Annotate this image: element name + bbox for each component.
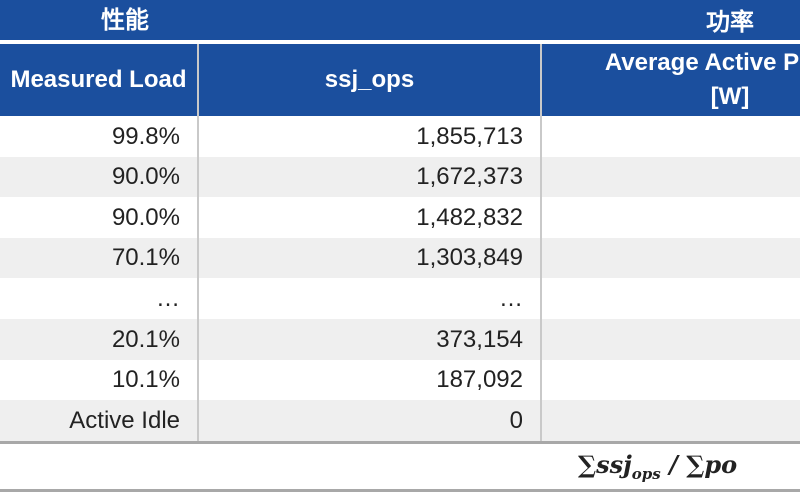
column-separator: [197, 44, 199, 441]
table-row: [0, 116, 800, 157]
column-separator: [540, 44, 542, 441]
formula-part: ∑: [686, 450, 705, 479]
formula-part: ops: [631, 464, 661, 483]
ssj-ops-cell: 1,855,713: [416, 122, 523, 150]
load-cell: 90.0%: [111, 203, 180, 231]
formula-part: ssj: [596, 450, 632, 479]
group-header-bar: [0, 0, 800, 42]
ssj-ops-cell: 187,092: [436, 366, 523, 394]
table-row: [0, 359, 800, 401]
ssj-ops-cell: 373,154: [436, 325, 523, 353]
ssj-ops-cell: 0: [509, 406, 523, 434]
ssj-ops-cell: 1,303,849: [416, 244, 523, 272]
table-row: [0, 319, 800, 360]
load-cell: 99.8%: [111, 122, 180, 150]
load-cell: 70.1%: [111, 244, 180, 272]
table-row: [0, 278, 800, 320]
table-row: [0, 237, 800, 279]
rule: [0, 489, 800, 492]
ssj-ops-cell: …: [499, 284, 523, 312]
formula: ∑ssjops / ∑po: [578, 450, 737, 483]
table-row: [0, 156, 800, 198]
load-cell: Active Idle: [69, 406, 180, 434]
formula-part: po: [704, 450, 738, 479]
load-cell: 20.1%: [111, 325, 180, 353]
column-header: ssj_ops: [199, 44, 540, 116]
column-header: Average Active Power [W]: [542, 44, 800, 116]
group-label: 功率: [706, 9, 754, 36]
load-cell: 10.1%: [111, 366, 180, 394]
ssj-ops-cell: 1,672,373: [416, 163, 523, 191]
group-label: 性能: [101, 7, 149, 34]
column-header: Measured Load: [0, 44, 197, 116]
rule: [0, 441, 800, 444]
ssj-ops-cell: 1,482,832: [416, 203, 523, 231]
load-cell: …: [156, 284, 180, 312]
table-row: [0, 400, 800, 442]
load-cell: 90.0%: [111, 163, 180, 191]
table-row: [0, 197, 800, 239]
formula-part: /: [669, 450, 678, 479]
formula-part: ∑: [578, 450, 597, 479]
